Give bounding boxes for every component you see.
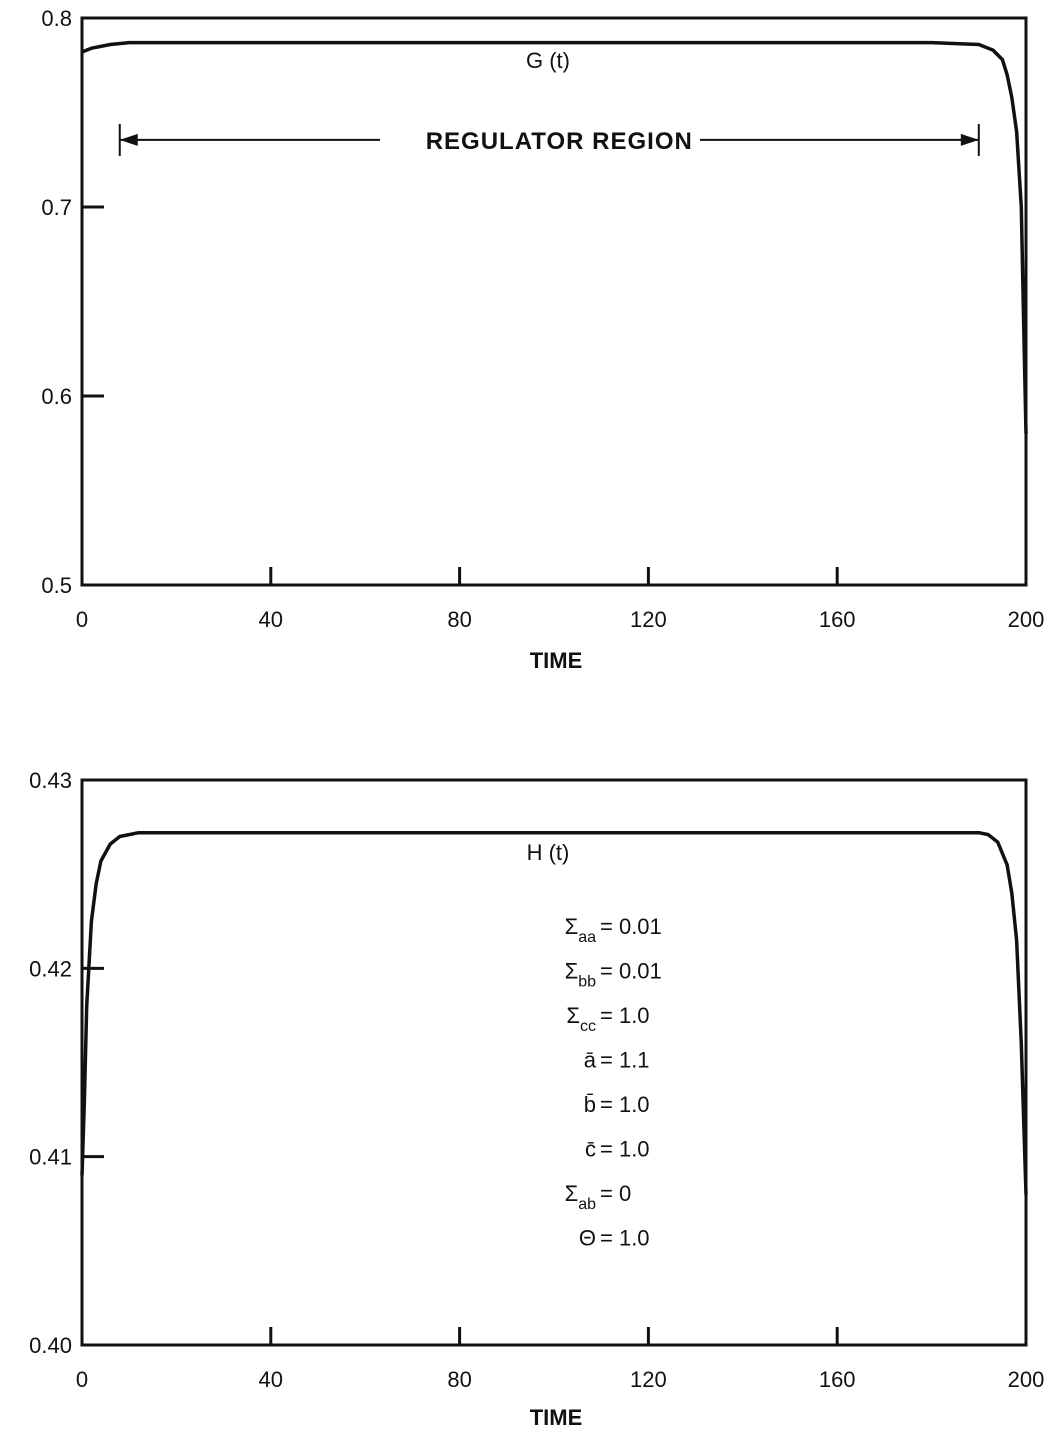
x-tick-label: 120 <box>630 1367 667 1392</box>
parameter-symbol: ā <box>584 1048 597 1073</box>
x-tick-label: 40 <box>259 1367 283 1392</box>
plot-frame <box>80 778 1028 1347</box>
parameter-value: = 1.0 <box>600 1226 650 1251</box>
x-tick-label: 0 <box>76 607 88 632</box>
arrowhead-left <box>119 133 138 146</box>
y-tick-label: 0.8 <box>41 6 72 31</box>
x-tick-label: 80 <box>447 607 471 632</box>
x-tick-label: 120 <box>630 607 667 632</box>
x-tick-label: 200 <box>1008 607 1045 632</box>
series-label: G (t) <box>526 48 570 73</box>
y-tick-label: 0.42 <box>29 956 72 981</box>
series-line <box>81 40 1028 434</box>
x-tick-label: 80 <box>447 1367 471 1392</box>
parameter-value: = 0 <box>600 1181 631 1206</box>
y-tick-label: 0.43 <box>29 768 72 793</box>
parameter-symbol: Θ <box>579 1226 596 1251</box>
plot-frame <box>80 16 1028 587</box>
parameter-value: = 1.0 <box>600 1003 650 1028</box>
x-tick-label: 0 <box>76 1367 88 1392</box>
parameter-symbol: Σcc <box>566 1003 596 1035</box>
parameter-symbol: b̄ <box>584 1092 596 1117</box>
parameter-symbol: Σaa <box>565 914 597 946</box>
x-axis-title: TIME <box>530 1405 583 1430</box>
x-axis-title: TIME <box>530 648 583 673</box>
y-tick-label: 0.6 <box>41 384 72 409</box>
y-tick-label: 0.5 <box>41 573 72 598</box>
parameter-value: = 0.01 <box>600 959 662 984</box>
parameter-value: = 1.1 <box>600 1048 650 1073</box>
x-tick-label: 40 <box>259 607 283 632</box>
chart-panel-2: 0 40 80 120 160 200 0.40 0.41 0.42 0.43 TIME H (t) Σ… <box>29 768 1044 1430</box>
parameter-symbol: Σbb <box>565 959 597 991</box>
parameter-symbol: Σab <box>565 1181 597 1213</box>
parameter-value: = 0.01 <box>600 914 662 939</box>
region-label: REGULATOR REGION <box>426 128 693 155</box>
x-tick-label: 160 <box>819 607 856 632</box>
y-tick-label: 0.7 <box>41 195 72 220</box>
series-line <box>80 830 1028 1195</box>
x-tick-label: 160 <box>819 1367 856 1392</box>
series-label: H (t) <box>527 840 570 865</box>
arrowhead-right <box>960 133 979 146</box>
chart-panel-1: 0 40 80 120 160 200 0.5 0.6 0.7 0.8 TIME G (t) REGUL… <box>41 6 1044 673</box>
y-tick-label: 0.41 <box>29 1145 72 1170</box>
parameter-value: = 1.0 <box>600 1137 650 1162</box>
parameter-value: = 1.0 <box>600 1092 650 1117</box>
parameter-symbol: c̄ <box>585 1137 596 1162</box>
y-tick-label: 0.40 <box>29 1333 72 1358</box>
x-tick-label: 200 <box>1008 1367 1045 1392</box>
